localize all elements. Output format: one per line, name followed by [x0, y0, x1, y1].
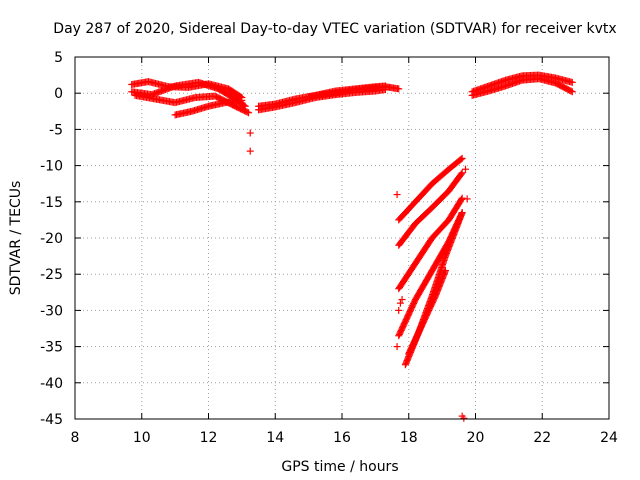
x-tick-label: 22 — [533, 430, 551, 446]
data-point — [567, 87, 575, 95]
grid — [75, 57, 609, 419]
data-point-isolated — [246, 147, 254, 155]
y-tick-label: -10 — [40, 159, 63, 175]
data-point-isolated — [463, 195, 471, 203]
data-point — [568, 78, 576, 86]
y-tick-label: 5 — [54, 50, 63, 66]
x-tick-label: 8 — [71, 430, 80, 446]
data-point — [241, 102, 249, 110]
data-point-isolated — [461, 165, 469, 173]
x-tick-label: 12 — [200, 430, 218, 446]
y-tick-label: 0 — [54, 86, 63, 102]
data-point — [441, 267, 449, 275]
y-tick-label: -25 — [40, 267, 63, 283]
y-tick-label: -35 — [40, 340, 63, 356]
data-point-isolated — [396, 299, 404, 307]
data-point-isolated — [246, 129, 254, 137]
data-point — [458, 169, 466, 177]
data-point — [457, 155, 465, 163]
y-tick-label: -20 — [40, 231, 63, 247]
data-point — [458, 194, 466, 202]
x-axis-label: GPS time / hours — [281, 459, 398, 475]
data-point — [568, 88, 576, 96]
x-tick-label: 20 — [467, 430, 485, 446]
y-tick-label: -5 — [49, 122, 63, 138]
x-tick-label: 10 — [133, 430, 151, 446]
x-tick-label: 16 — [333, 430, 351, 446]
data-point — [245, 109, 253, 117]
y-tick-label: -15 — [40, 195, 63, 211]
data-point — [243, 108, 251, 116]
data-point-isolated — [393, 343, 401, 351]
x-tick-label: 14 — [266, 430, 284, 446]
data-points — [128, 71, 576, 422]
data-point — [458, 209, 466, 217]
axis-ticks: 8 10 12 14 16 18 20 22 24 5 0 -5 -10 -15 -20 -25 -30 -35 -… — [40, 50, 618, 446]
y-tick-label: -40 — [40, 376, 63, 392]
data-point-isolated — [395, 306, 403, 314]
chart-title: Day 287 of 2020, Sidereal Day-to-day VTE… — [53, 21, 616, 37]
data-point — [458, 154, 466, 162]
y-axis-label: SDTVAR / TECUs — [8, 181, 24, 296]
data-point — [238, 96, 246, 104]
data-point-isolated — [398, 296, 406, 304]
x-tick-label: 18 — [400, 430, 418, 446]
data-point — [395, 85, 403, 93]
data-point-isolated — [393, 191, 401, 199]
data-point-isolated — [460, 414, 468, 422]
y-tick-label: -45 — [40, 412, 63, 428]
data-point — [457, 170, 465, 178]
x-tick-label: 24 — [600, 430, 618, 446]
y-tick-label: -30 — [40, 303, 63, 319]
